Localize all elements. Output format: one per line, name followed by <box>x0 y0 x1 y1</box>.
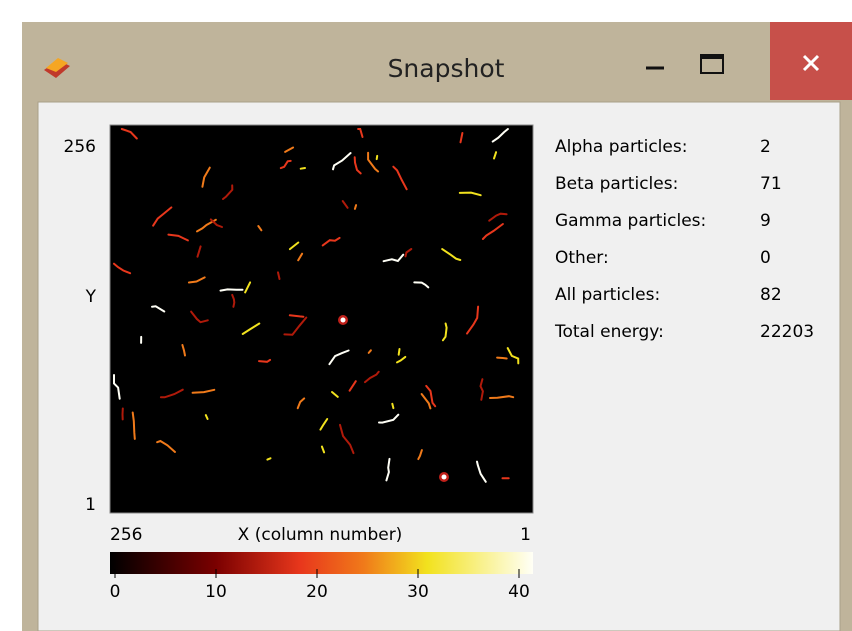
stat-value: 82 <box>760 285 782 305</box>
colorbar <box>110 552 533 574</box>
maximize-button[interactable] <box>692 45 732 85</box>
colorbar-tick-label: 30 <box>407 582 429 602</box>
stat-label: Total energy: <box>554 322 664 342</box>
stat-value: 71 <box>760 174 782 194</box>
particle-track <box>221 289 243 290</box>
snapshot-plot <box>110 125 533 513</box>
y-axis-label: Y <box>85 287 97 307</box>
colorbar-tick-label: 10 <box>205 582 227 602</box>
window-title: Snapshot <box>388 54 505 83</box>
y-axis-bottom: 1 <box>85 495 96 515</box>
stat-value: 0 <box>760 248 771 268</box>
x-axis-left: 256 <box>110 525 142 545</box>
stat-value: 9 <box>760 211 771 231</box>
stat-label: Gamma particles: <box>555 211 706 231</box>
stat-label: Beta particles: <box>555 174 678 194</box>
particle-track <box>392 404 393 408</box>
minimize-button[interactable] <box>636 45 676 85</box>
stat-value: 22203 <box>760 322 814 342</box>
colorbar-tick-label: 20 <box>306 582 328 602</box>
screen: Snapshot 256 Y 1 256 X (column number) 1… <box>0 0 852 631</box>
alpha-spot-core <box>341 318 346 323</box>
particle-track <box>497 358 507 359</box>
colorbar-tick-label: 40 <box>508 582 530 602</box>
particle-track <box>301 168 305 169</box>
stat-label: All particles: <box>555 285 660 305</box>
stat-value: 2 <box>760 137 771 157</box>
particle-track <box>399 349 400 355</box>
x-axis-right: 1 <box>520 525 531 545</box>
y-axis-top: 256 <box>64 137 96 157</box>
particle-track <box>355 205 356 209</box>
x-axis-label: X (column number) <box>238 525 403 545</box>
particle-track <box>377 156 378 159</box>
colorbar-tick-label: 0 <box>110 582 121 602</box>
alpha-spot-core <box>442 475 447 480</box>
detector-image <box>110 125 533 513</box>
close-button[interactable] <box>770 22 852 100</box>
particle-track <box>267 458 270 459</box>
stat-label: Alpha particles: <box>555 137 687 157</box>
stat-label: Other: <box>555 248 609 268</box>
